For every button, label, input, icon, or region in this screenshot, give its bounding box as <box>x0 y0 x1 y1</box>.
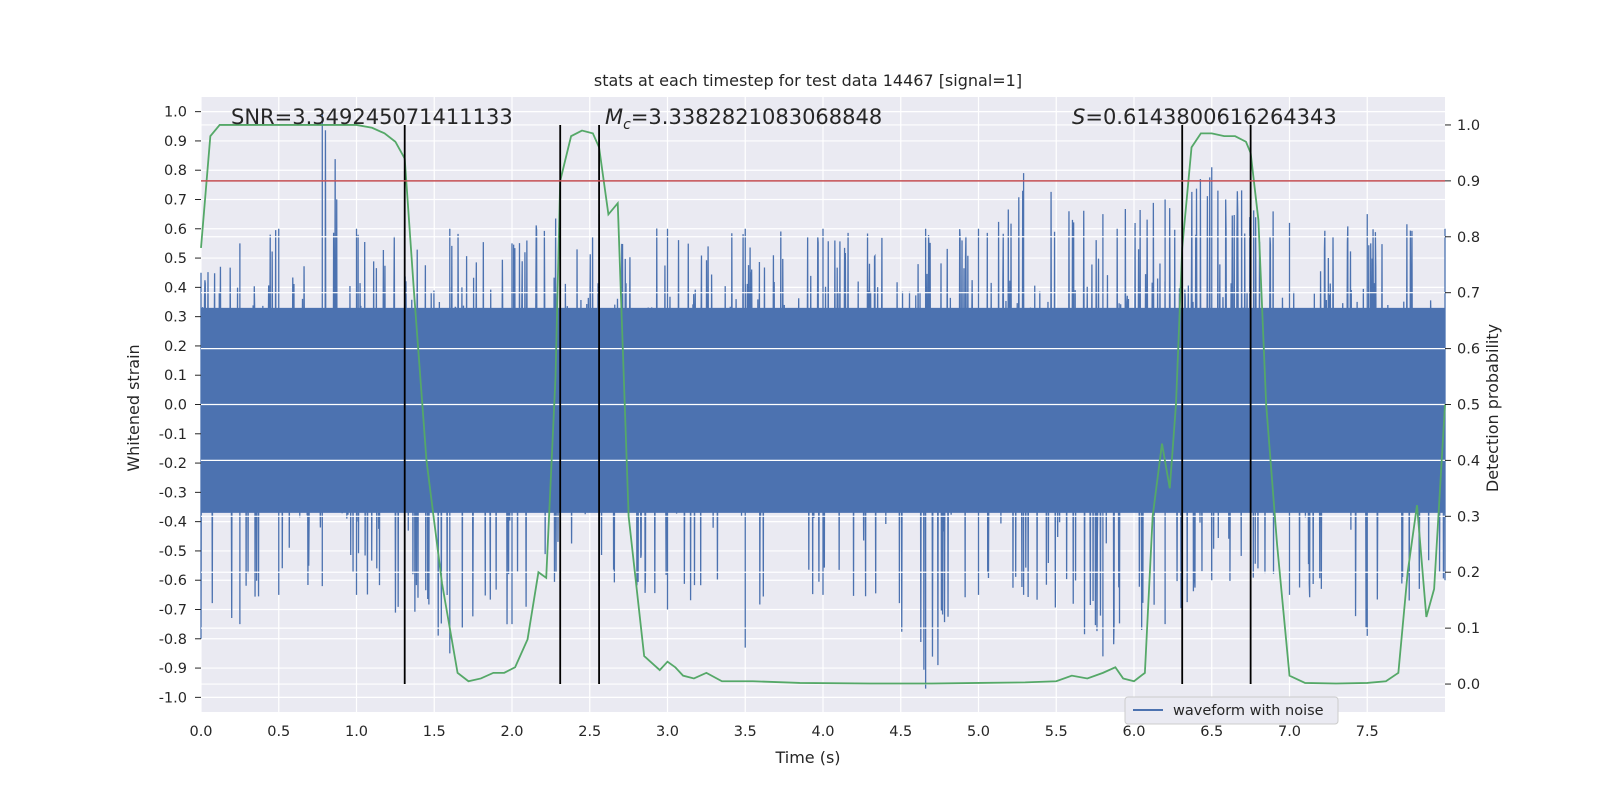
chirp-mass-symbol: M <box>605 105 623 129</box>
snr-annotation: SNR=3.349245071411133 <box>231 105 513 129</box>
y-axis-label: Whitened strain <box>124 344 143 471</box>
x-tick-label: 1.0 <box>345 724 368 740</box>
y-tick-label: 0.4 <box>164 280 187 296</box>
chirp-mass-annotation: Mc=3.3382821083068848 <box>605 105 882 133</box>
s-value: =0.6143800616264343 <box>1085 105 1336 129</box>
y-tick-label: -0.3 <box>159 485 187 501</box>
y-tick-label: 0.6 <box>164 222 187 238</box>
x-axis-label: Time (s) <box>774 748 840 767</box>
waveform-series <box>200 111 1446 689</box>
x-tick-label: 7.5 <box>1356 724 1379 740</box>
y-tick-label: -0.4 <box>159 515 187 531</box>
x-tick-label: 6.0 <box>1122 724 1145 740</box>
x-tick-label: 5.5 <box>1045 724 1068 740</box>
y-tick-label: 0.2 <box>164 339 187 355</box>
x-tick-label: 3.0 <box>656 724 679 740</box>
y-tick-label: 0.9 <box>164 134 187 150</box>
y-tick-label: -0.2 <box>159 456 187 472</box>
legend-label: waveform with noise <box>1173 703 1324 719</box>
y-tick-label: 0.0 <box>164 398 187 414</box>
waveform-core <box>201 307 1445 513</box>
y-tick-label: -1.0 <box>159 690 187 706</box>
x-tick-label: 4.0 <box>811 724 834 740</box>
y-tick-label: -0.5 <box>159 544 187 560</box>
y-tick-label: 0.5 <box>164 251 187 267</box>
y-tick-label: -0.1 <box>159 427 187 443</box>
y2-tick-label: 0.9 <box>1457 174 1480 190</box>
y-tick-label: -0.7 <box>159 603 187 619</box>
y2-axis-label: Detection probability <box>1483 324 1502 492</box>
chirp-mass-subscript: c <box>623 117 631 133</box>
x-tick-label: 0.0 <box>189 724 212 740</box>
y2-tick-label: 0.0 <box>1457 677 1480 693</box>
y2-tick-labels: 1.0 0.9 0.8 0.7 0.6 0.5 0.4 0.3 0.2 0.1 0.0 <box>1445 118 1480 693</box>
s-symbol: S <box>1072 105 1085 129</box>
y-tick-label: -0.9 <box>159 661 187 677</box>
y2-tick-label: 0.2 <box>1457 565 1480 581</box>
detection-probability-series <box>200 124 1446 685</box>
plot-area <box>200 97 1446 712</box>
y-tick-label: -0.6 <box>159 573 187 589</box>
x-tick-label: 6.5 <box>1200 724 1223 740</box>
y2-tick-label: 0.3 <box>1457 509 1480 525</box>
x-tick-label: 7.0 <box>1278 724 1301 740</box>
y2-tick-label: 0.6 <box>1457 342 1480 358</box>
y-tick-label: 0.3 <box>164 310 187 326</box>
y2-tick-label: 0.7 <box>1457 286 1480 302</box>
x-tick-label: 0.5 <box>267 724 290 740</box>
y-tick-label: 0.8 <box>164 163 187 179</box>
x-tick-label: 1.5 <box>423 724 446 740</box>
event-markers <box>403 124 1252 685</box>
legend: waveform with noise <box>1124 696 1339 725</box>
x-tick-label: 3.5 <box>734 724 757 740</box>
x-tick-label: 2.0 <box>500 724 523 740</box>
x-tick-label: 2.5 <box>578 724 601 740</box>
y2-tick-label: 1.0 <box>1457 118 1480 134</box>
y-tick-label: 1.0 <box>164 105 187 121</box>
y-tick-labels: 1.0 0.9 0.8 0.7 0.6 0.5 0.4 0.3 0.2 0.1 0.0 -0.1 -0.… <box>159 105 201 706</box>
y-tick-label: 0.1 <box>164 368 187 384</box>
y2-tick-label: 0.5 <box>1457 398 1480 414</box>
s-annotation: S=0.6143800616264343 <box>1072 105 1337 129</box>
y-tick-label: 0.7 <box>164 193 187 209</box>
chart-title: stats at each timestep for test data 144… <box>594 71 1022 90</box>
x-tick-label: 4.5 <box>889 724 912 740</box>
y2-tick-label: 0.8 <box>1457 230 1480 246</box>
y2-tick-label: 0.4 <box>1457 453 1480 469</box>
chirp-mass-value: =3.3382821083068848 <box>631 105 882 129</box>
y2-tick-label: 0.1 <box>1457 621 1480 637</box>
x-tick-labels: 0.0 0.5 1.0 1.5 2.0 2.5 3.0 3.5 4.0 4.5 5.0 5.5 6.0 6… <box>189 724 1378 740</box>
legend-box <box>1124 696 1339 725</box>
x-tick-label: 5.0 <box>967 724 990 740</box>
probability-line <box>200 124 1446 685</box>
y-tick-label: -0.8 <box>159 632 187 648</box>
